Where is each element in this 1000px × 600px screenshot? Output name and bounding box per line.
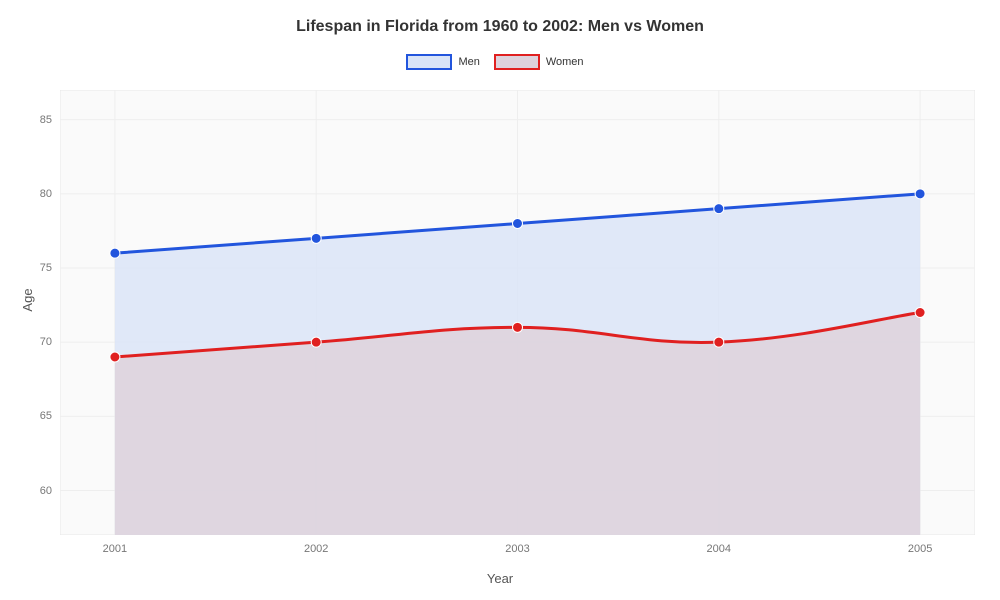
y-tick-label: 65 <box>12 410 52 422</box>
chart-svg <box>60 90 975 535</box>
x-axis-label: Year <box>487 571 513 586</box>
legend: Men Women <box>0 54 1000 70</box>
y-tick-label: 60 <box>12 485 52 497</box>
y-tick-label: 75 <box>12 262 52 274</box>
chart-title: Lifespan in Florida from 1960 to 2002: M… <box>0 0 1000 36</box>
legend-label-men: Men <box>458 56 479 68</box>
chart-container: Lifespan in Florida from 1960 to 2002: M… <box>0 0 1000 600</box>
legend-swatch-women <box>494 54 540 70</box>
plot-area: 60657075808520012002200320042005 <box>60 90 975 535</box>
x-tick-label: 2005 <box>908 543 932 555</box>
x-tick-label: 2002 <box>304 543 328 555</box>
y-tick-label: 70 <box>12 336 52 348</box>
legend-swatch-men <box>406 54 452 70</box>
x-tick-label: 2003 <box>505 543 529 555</box>
y-tick-label: 85 <box>12 114 52 126</box>
y-tick-label: 80 <box>12 188 52 200</box>
x-tick-label: 2004 <box>707 543 731 555</box>
y-axis-label: Age <box>20 288 35 311</box>
legend-label-women: Women <box>546 56 584 68</box>
x-tick-label: 2001 <box>103 543 127 555</box>
